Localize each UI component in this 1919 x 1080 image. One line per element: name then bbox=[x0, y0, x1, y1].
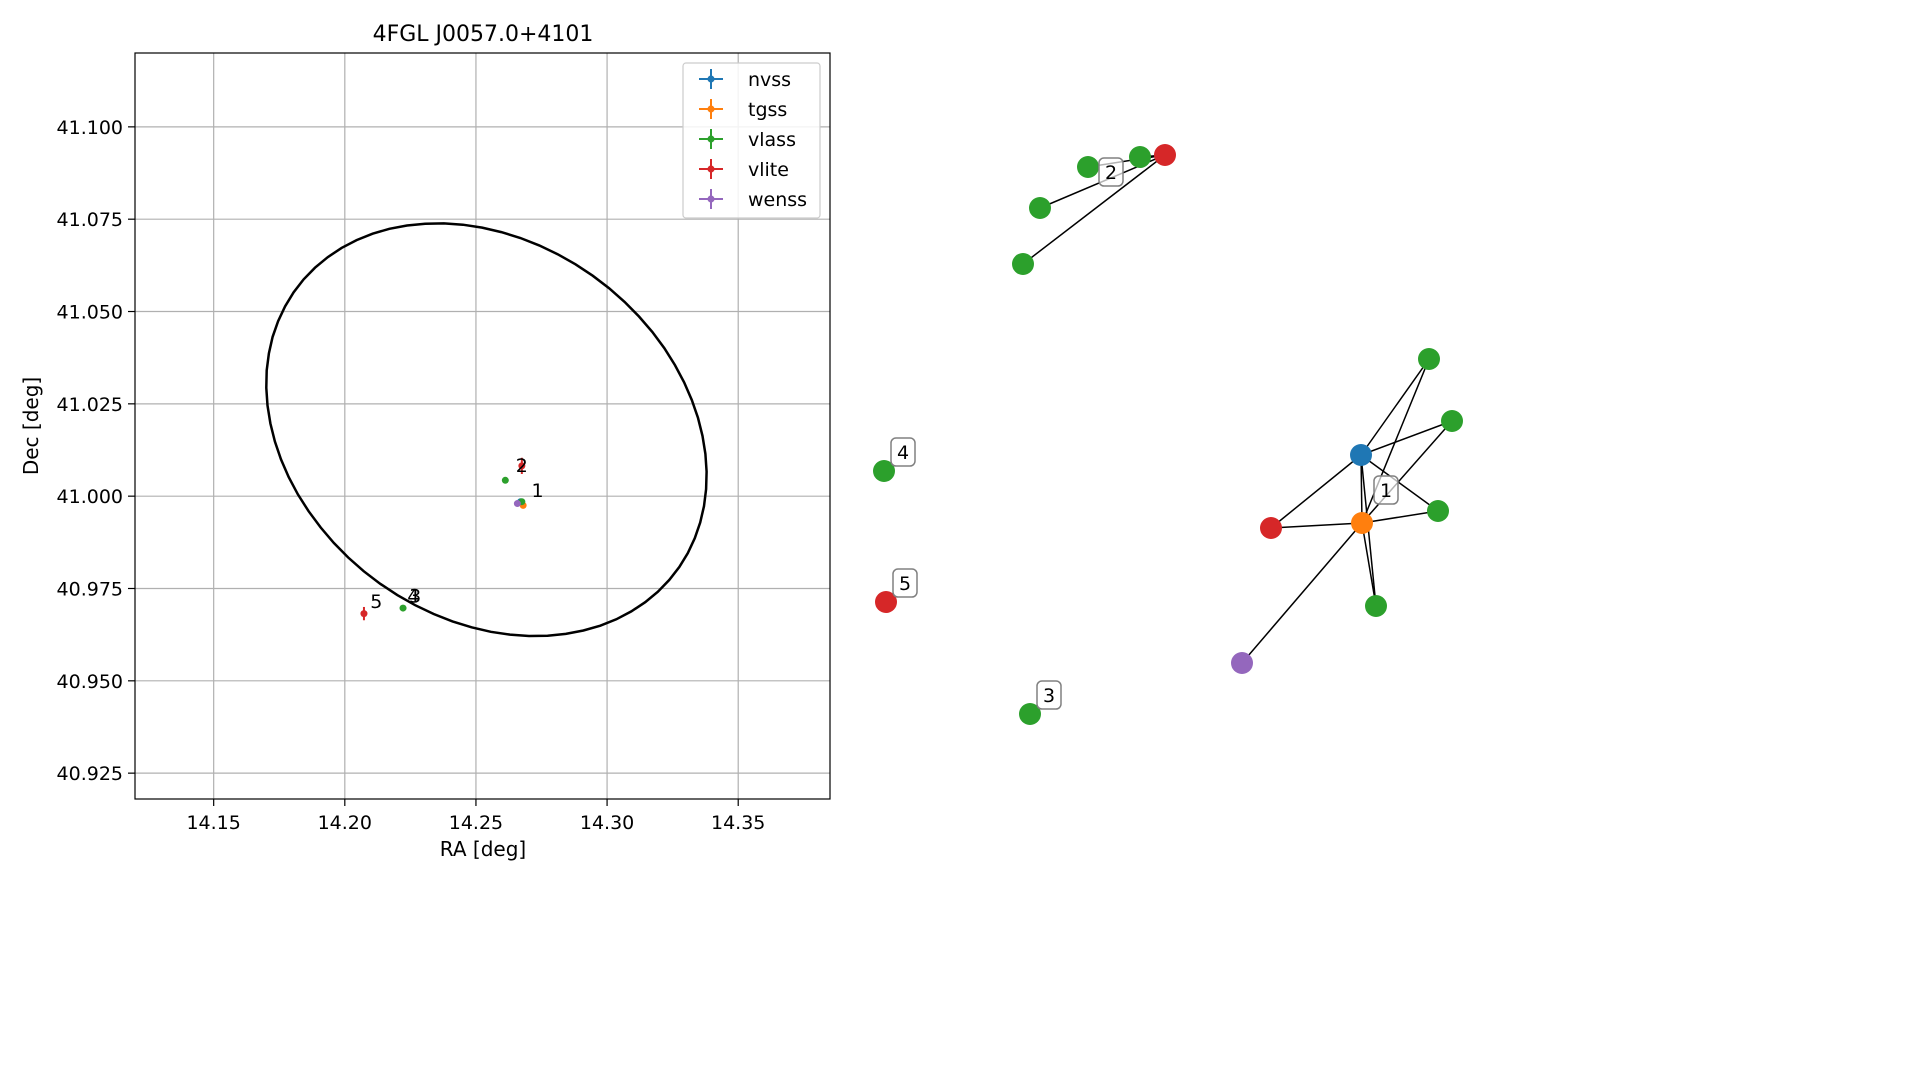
graph-node bbox=[1129, 146, 1151, 168]
graph-node bbox=[1154, 144, 1176, 166]
point-annotation: 3 bbox=[409, 586, 421, 608]
x-tick-label: 14.25 bbox=[449, 812, 503, 834]
graph-label: 4 bbox=[897, 442, 909, 464]
y-tick-label: 40.975 bbox=[57, 578, 123, 600]
legend-wenss-label: wenss bbox=[748, 189, 807, 211]
y-tick-label: 41.100 bbox=[57, 117, 123, 139]
legend-vlite-label: vlite bbox=[748, 159, 789, 181]
scatter-plot: 4FGL J0057.0+4101 14.15 14.20 14.25 14.30 14… bbox=[19, 22, 831, 861]
graph-node bbox=[1418, 348, 1440, 370]
x-axis-label: RA [deg] bbox=[440, 837, 526, 861]
graph-labels: 1 2 3 4 5 bbox=[890, 157, 1399, 710]
graph-edge bbox=[1270, 522, 1363, 529]
graph-node bbox=[1029, 197, 1051, 219]
graph-edge bbox=[1360, 454, 1363, 524]
point-annotation: 2 bbox=[516, 455, 528, 477]
y-tick-label: 41.000 bbox=[57, 486, 123, 508]
graph-label-box bbox=[890, 437, 916, 467]
x-tick-label: 14.15 bbox=[186, 812, 240, 834]
point-annotation: 4 bbox=[407, 586, 419, 608]
x-tick-label: 14.20 bbox=[318, 812, 372, 834]
y-tick-label: 41.025 bbox=[57, 394, 123, 416]
graph-node bbox=[1351, 512, 1373, 534]
graph-edge bbox=[1241, 522, 1363, 664]
chart-title: 4FGL J0057.0+4101 bbox=[373, 22, 594, 47]
vlite-point bbox=[518, 462, 526, 470]
graph-edge bbox=[1360, 454, 1439, 512]
y-tick-label: 41.050 bbox=[57, 302, 123, 324]
graph-label-box bbox=[892, 568, 918, 598]
graph-label-box bbox=[1098, 157, 1124, 187]
graph-label-box bbox=[1373, 475, 1399, 505]
point-annotation: 5 bbox=[370, 591, 382, 613]
legend-tgss-marker bbox=[707, 105, 715, 113]
graph-node bbox=[1427, 500, 1449, 522]
graph-edge bbox=[1361, 510, 1439, 524]
point-annotation: 1 bbox=[532, 480, 544, 502]
graph-label: 3 bbox=[1043, 685, 1055, 707]
graph-node bbox=[1441, 410, 1463, 432]
graph-label-box bbox=[1036, 680, 1062, 710]
legend-nvss-label: nvss bbox=[748, 69, 791, 91]
graph-edge bbox=[1361, 522, 1377, 607]
graph-node bbox=[1260, 517, 1282, 539]
graph-edge bbox=[1270, 454, 1362, 529]
wenss-point bbox=[513, 500, 521, 508]
data-points bbox=[360, 457, 527, 621]
legend: nvss tgss vlass vlite wenss bbox=[682, 62, 821, 219]
legend-vlass-marker bbox=[707, 135, 715, 143]
graph-node bbox=[1365, 595, 1387, 617]
legend-nvss-marker bbox=[707, 75, 715, 83]
x-axis-ticks: 14.15 14.20 14.25 14.30 14.35 bbox=[186, 799, 765, 834]
y-tick-label: 40.950 bbox=[57, 671, 123, 693]
y-axis-ticks: 40.925 40.950 40.975 41.000 41.025 41.050 41.0… bbox=[57, 117, 135, 785]
graph-edge bbox=[1361, 420, 1453, 524]
legend-vlass-label: vlass bbox=[748, 129, 796, 151]
legend-tgss-label: tgss bbox=[748, 99, 787, 121]
vlass-point bbox=[399, 604, 407, 612]
vlite-point bbox=[360, 610, 368, 618]
x-tick-label: 14.35 bbox=[711, 812, 765, 834]
graph-label: 2 bbox=[1105, 162, 1117, 184]
graph-node bbox=[1012, 253, 1034, 275]
graph-edge bbox=[1022, 154, 1166, 265]
y-tick-label: 40.925 bbox=[57, 763, 123, 785]
graph-node bbox=[1350, 444, 1372, 466]
graph-edge bbox=[1360, 358, 1430, 456]
uncertainty-ellipse bbox=[265, 222, 708, 638]
graph-node bbox=[1019, 703, 1041, 725]
legend-wenss-marker bbox=[707, 195, 715, 203]
network-graph: 1 2 3 4 5 bbox=[873, 144, 1463, 725]
legend-frame bbox=[682, 62, 821, 219]
x-tick-label: 14.30 bbox=[580, 812, 634, 834]
graph-node bbox=[875, 591, 897, 613]
axes-frame bbox=[134, 52, 831, 800]
graph-edges bbox=[1022, 154, 1453, 664]
vlass-point bbox=[501, 476, 509, 484]
y-tick-label: 41.075 bbox=[57, 209, 123, 231]
graph-edge bbox=[1360, 420, 1453, 456]
graph-label: 5 bbox=[899, 573, 911, 595]
graph-nodes bbox=[873, 144, 1463, 725]
graph-node bbox=[1231, 652, 1253, 674]
graph-node bbox=[873, 460, 895, 482]
graph-label: 1 bbox=[1380, 480, 1392, 502]
graph-node bbox=[1077, 156, 1099, 178]
legend-vlite-marker bbox=[707, 165, 715, 173]
graph-edge bbox=[1361, 358, 1430, 524]
y-axis-label: Dec [deg] bbox=[19, 377, 43, 475]
point-annotations: 21 43 5 bbox=[370, 455, 543, 613]
